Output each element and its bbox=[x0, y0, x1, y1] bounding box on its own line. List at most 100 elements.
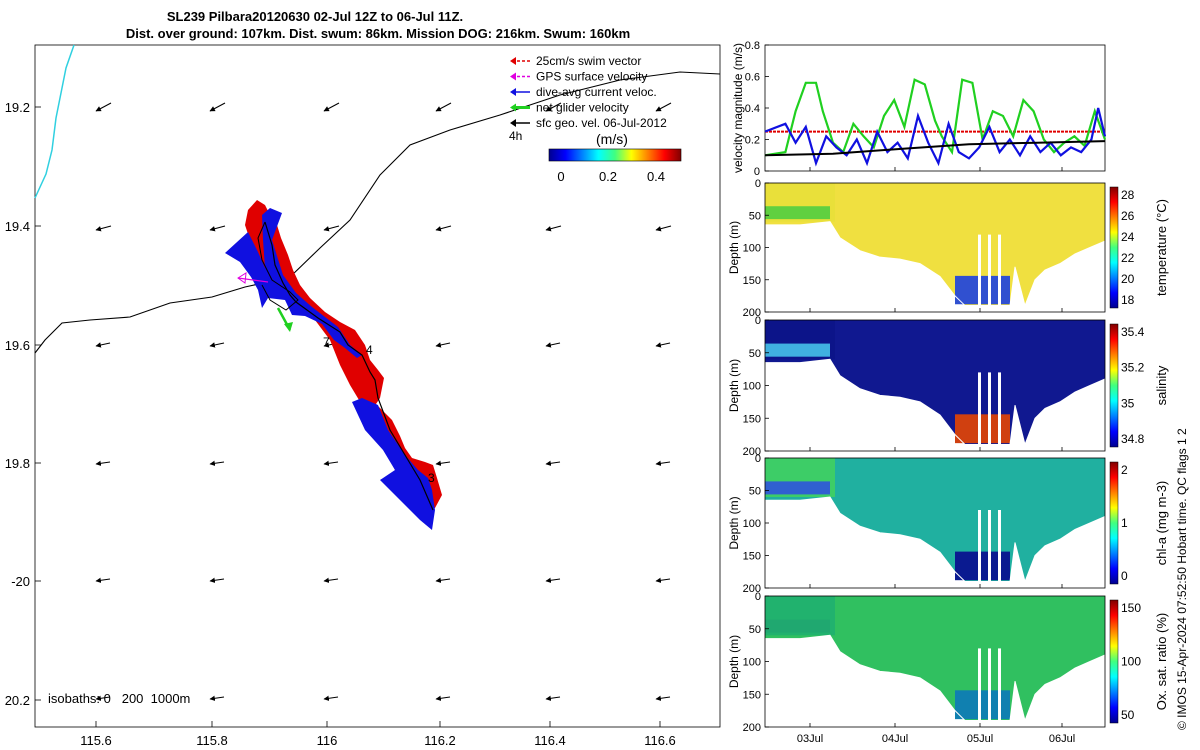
lon-tick-label: 116.6 bbox=[644, 733, 676, 748]
glider-track bbox=[264, 221, 434, 511]
chlorophyll-y-tick-label: 200 bbox=[743, 583, 761, 595]
current-vector bbox=[435, 342, 451, 348]
lat-tick-label: -20 bbox=[11, 574, 30, 589]
current-vector bbox=[95, 225, 112, 232]
interval-label: 4h bbox=[509, 129, 522, 143]
current-vector bbox=[435, 460, 451, 467]
legend-label: net glider velocity bbox=[536, 101, 629, 115]
salinity-bottom-edge bbox=[765, 358, 1106, 447]
salinity-y-label: Depth (m) bbox=[727, 359, 741, 412]
current-vector bbox=[435, 102, 452, 112]
chlorophyll-colorbar-label: chl-a (mg m-3) bbox=[1154, 481, 1169, 566]
legend-swatch-head bbox=[510, 72, 516, 81]
chlorophyll-y-label: Depth (m) bbox=[727, 496, 741, 549]
oxygen-colorbar-tick-label: 150 bbox=[1121, 601, 1141, 615]
temperature-colorbar-tick-label: 22 bbox=[1121, 251, 1135, 265]
colorbar-unit-label: (m/s) bbox=[596, 131, 628, 147]
temperature-colorbar-tick-label: 26 bbox=[1121, 209, 1135, 223]
temperature-y-tick-label: 50 bbox=[749, 210, 761, 222]
current-vector bbox=[95, 460, 111, 467]
legend-label: GPS surface velocity bbox=[536, 70, 647, 84]
velocity-y-tick-label: 0.2 bbox=[745, 135, 760, 147]
lon-tick-label: 116 bbox=[317, 733, 338, 748]
current-vector bbox=[209, 577, 225, 584]
velocity-series-3 bbox=[764, 140, 1106, 157]
track-label-7: 7 bbox=[323, 335, 330, 349]
lon-tick-label: 115.8 bbox=[196, 733, 228, 748]
velocity-y-tick-label: 0.8 bbox=[745, 40, 760, 52]
current-vector bbox=[209, 342, 225, 348]
salinity-colorbar-label: salinity bbox=[1154, 365, 1169, 405]
current-vector bbox=[655, 342, 671, 348]
current-vector bbox=[435, 695, 451, 702]
date-tick-label: 05Jul bbox=[967, 733, 993, 745]
salinity-y-tick-label: 150 bbox=[743, 413, 761, 425]
velocity-y-label: velocity magnitude (m/s) bbox=[731, 43, 745, 173]
velocity-series-2 bbox=[764, 107, 1107, 167]
chlorophyll-colorbar bbox=[1109, 461, 1119, 585]
salinity-gap bbox=[988, 372, 991, 445]
temperature-colorbar-tick-label: 28 bbox=[1121, 188, 1135, 202]
lat-tick-label: 19.8 bbox=[5, 456, 30, 471]
oxygen-bottom-water bbox=[955, 690, 1010, 720]
figure-title-line2: Dist. over ground: 107km. Dist. swum: 86… bbox=[126, 26, 630, 41]
current-vector bbox=[209, 102, 226, 112]
current-vector bbox=[323, 460, 339, 467]
speed-colorbar bbox=[548, 148, 682, 162]
track-label-3: 3 bbox=[428, 471, 435, 485]
oxygen-layer-band bbox=[765, 619, 830, 633]
current-vector-field bbox=[95, 102, 672, 702]
dive-avg-current-swath-south bbox=[352, 398, 435, 530]
date-tick-label: 03Jul bbox=[797, 733, 823, 745]
speed-colorbar-tick-label: 0.2 bbox=[599, 169, 617, 184]
isobath-line bbox=[34, 71, 721, 354]
current-vector bbox=[323, 695, 339, 702]
current-vector bbox=[323, 102, 340, 112]
temperature-bottom-edge bbox=[765, 221, 1106, 308]
lat-tick-label: 19.2 bbox=[5, 100, 30, 115]
oxygen-y-label: Depth (m) bbox=[727, 635, 741, 688]
track-label-4: 4 bbox=[366, 343, 373, 357]
oxygen-colorbar-label: Ox. sat. ratio (%) bbox=[1154, 613, 1169, 711]
temperature-colorbar-label: temperature (°C) bbox=[1154, 199, 1169, 296]
chlorophyll-y-tick-label: 50 bbox=[749, 486, 761, 498]
current-vector bbox=[323, 225, 340, 232]
lat-tick-label: 19.6 bbox=[5, 338, 30, 353]
salinity-colorbar-tick-label: 34.8 bbox=[1121, 432, 1145, 446]
date-axis-labels: 03Jul 04Jul 05Jul 06Jul bbox=[797, 733, 1075, 745]
chlorophyll-colorbar-tick-label: 0 bbox=[1121, 569, 1128, 583]
chlorophyll-y-tick-label: 100 bbox=[743, 518, 761, 530]
current-vector bbox=[435, 577, 451, 584]
current-vector bbox=[545, 460, 561, 467]
oxygen-colorbar-tick-label: 50 bbox=[1121, 708, 1135, 722]
oxygen-colorbar bbox=[1109, 599, 1119, 724]
lat-tick-label: 20.2 bbox=[5, 693, 30, 708]
current-vector bbox=[655, 460, 671, 467]
current-vector bbox=[655, 577, 671, 584]
current-vector bbox=[95, 342, 111, 348]
salinity-layer-band bbox=[765, 343, 830, 357]
oxygen-y-tick-label: 0 bbox=[755, 591, 761, 603]
temperature-gap bbox=[978, 234, 981, 306]
salinity-gap bbox=[978, 372, 981, 445]
current-vector bbox=[655, 102, 672, 112]
speed-colorbar-ticks: 0 0.2 0.4 bbox=[557, 169, 665, 184]
oxygen-colorbar-tick-label: 100 bbox=[1121, 655, 1141, 669]
chlorophyll-y-tick-label: 150 bbox=[743, 551, 761, 563]
speed-colorbar-tick-label: 0 bbox=[557, 169, 564, 184]
temperature-layer-band bbox=[765, 206, 830, 220]
salinity-gap bbox=[998, 372, 1001, 445]
chlorophyll-gap bbox=[978, 510, 981, 582]
speed-colorbar-tick-label: 0.4 bbox=[647, 169, 665, 184]
gps-surface-velocity-vector bbox=[237, 277, 269, 283]
legend-swatch-head bbox=[510, 57, 516, 65]
map-frame bbox=[34, 44, 721, 728]
temperature-colorbar-tick-label: 18 bbox=[1121, 293, 1135, 307]
temperature-colorbar bbox=[1109, 186, 1119, 309]
lon-tick-label: 115.6 bbox=[80, 733, 112, 748]
chlorophyll-layer-band bbox=[765, 481, 830, 495]
oxygen-gap bbox=[988, 648, 991, 721]
